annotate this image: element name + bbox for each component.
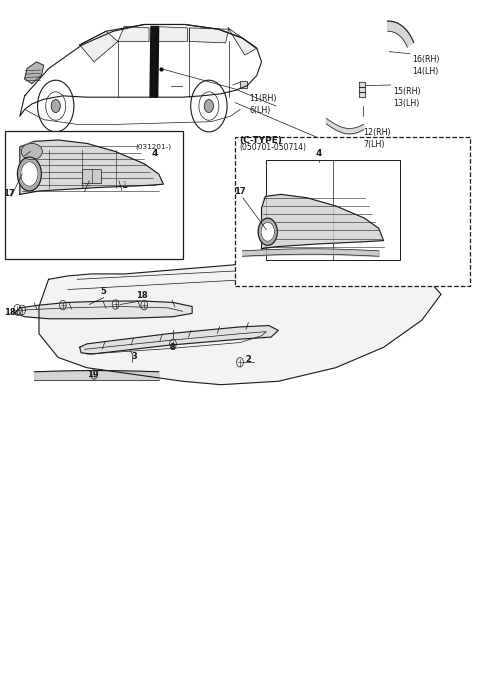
Polygon shape: [150, 27, 158, 97]
Polygon shape: [189, 28, 228, 43]
Polygon shape: [240, 81, 247, 88]
Text: 16(RH)
14(LH): 16(RH) 14(LH): [412, 55, 440, 76]
Text: 10: 10: [79, 182, 90, 191]
Polygon shape: [20, 140, 163, 194]
Polygon shape: [359, 92, 365, 97]
Text: 8: 8: [169, 343, 175, 352]
Text: (050701-050714): (050701-050714): [239, 142, 306, 152]
Text: (031201-): (031201-): [135, 144, 171, 151]
Polygon shape: [228, 28, 257, 55]
Circle shape: [258, 218, 277, 245]
Text: 9: 9: [19, 148, 25, 157]
Polygon shape: [153, 27, 187, 42]
Circle shape: [261, 222, 275, 241]
Polygon shape: [39, 259, 441, 385]
FancyBboxPatch shape: [5, 131, 182, 259]
Text: 18: 18: [4, 308, 16, 317]
Text: 19: 19: [87, 370, 98, 379]
Text: 2: 2: [246, 355, 252, 364]
Text: 4: 4: [316, 149, 322, 159]
FancyBboxPatch shape: [266, 160, 400, 260]
Circle shape: [204, 99, 214, 112]
Polygon shape: [359, 87, 365, 92]
Polygon shape: [118, 27, 149, 42]
Text: 12(RH)
7(LH): 12(RH) 7(LH): [363, 129, 391, 149]
Text: 4: 4: [152, 149, 158, 159]
Circle shape: [17, 157, 41, 191]
Ellipse shape: [21, 144, 42, 160]
Polygon shape: [24, 62, 44, 84]
Text: 1: 1: [121, 180, 127, 189]
Text: 11(RH)
6(LH): 11(RH) 6(LH): [250, 95, 277, 115]
Text: 15(RH)
13(LH): 15(RH) 13(LH): [393, 87, 421, 108]
Text: 17: 17: [234, 187, 246, 196]
Polygon shape: [80, 31, 118, 62]
Circle shape: [51, 99, 60, 112]
Polygon shape: [387, 21, 414, 47]
Polygon shape: [15, 301, 192, 319]
FancyBboxPatch shape: [235, 137, 470, 286]
Text: 17: 17: [3, 189, 15, 197]
Text: 18: 18: [136, 291, 148, 300]
Polygon shape: [359, 82, 365, 87]
Polygon shape: [262, 194, 384, 249]
Text: 3: 3: [132, 352, 138, 361]
Text: REF.60-660: REF.60-660: [345, 239, 395, 248]
Text: (C-TYPE): (C-TYPE): [239, 136, 282, 145]
FancyBboxPatch shape: [82, 170, 101, 183]
Circle shape: [21, 162, 38, 186]
Text: REF.60-660: REF.60-660: [355, 242, 405, 251]
Polygon shape: [80, 326, 278, 354]
Text: 5: 5: [101, 287, 107, 296]
